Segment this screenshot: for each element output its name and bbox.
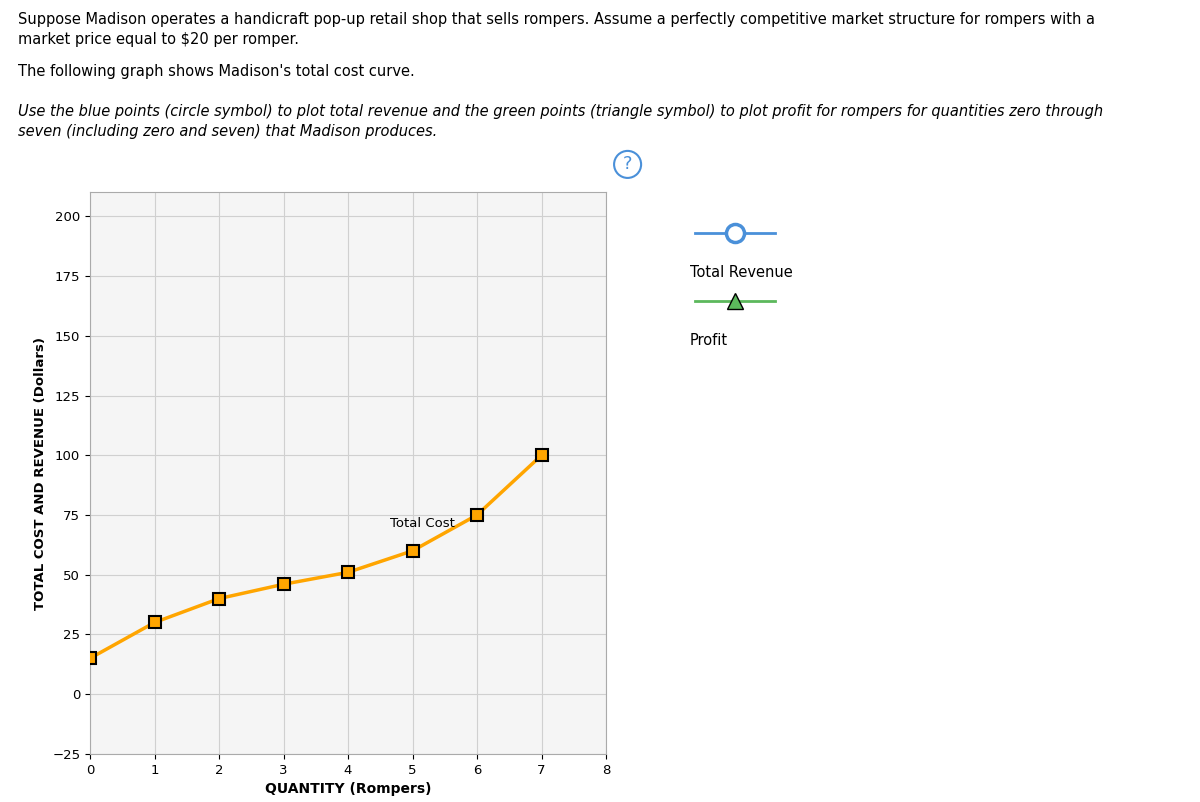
Text: Profit: Profit [690,333,728,348]
Text: market price equal to $20 per romper.: market price equal to $20 per romper. [18,32,299,47]
Text: Use the blue points (circle symbol) to plot total revenue and the green points (: Use the blue points (circle symbol) to p… [18,104,1103,119]
Text: Total Cost: Total Cost [390,517,455,530]
Text: Suppose Madison operates a handicraft pop-up retail shop that sells rompers. Ass: Suppose Madison operates a handicraft po… [18,12,1096,27]
Y-axis label: TOTAL COST AND REVENUE (Dollars): TOTAL COST AND REVENUE (Dollars) [34,337,47,610]
Text: ?: ? [623,156,632,173]
Text: seven (including zero and seven) that Madison produces.: seven (including zero and seven) that Ma… [18,124,437,140]
X-axis label: QUANTITY (Rompers): QUANTITY (Rompers) [265,782,431,796]
Text: Total Revenue: Total Revenue [690,265,793,280]
Text: The following graph shows Madison's total cost curve.: The following graph shows Madison's tota… [18,64,415,79]
